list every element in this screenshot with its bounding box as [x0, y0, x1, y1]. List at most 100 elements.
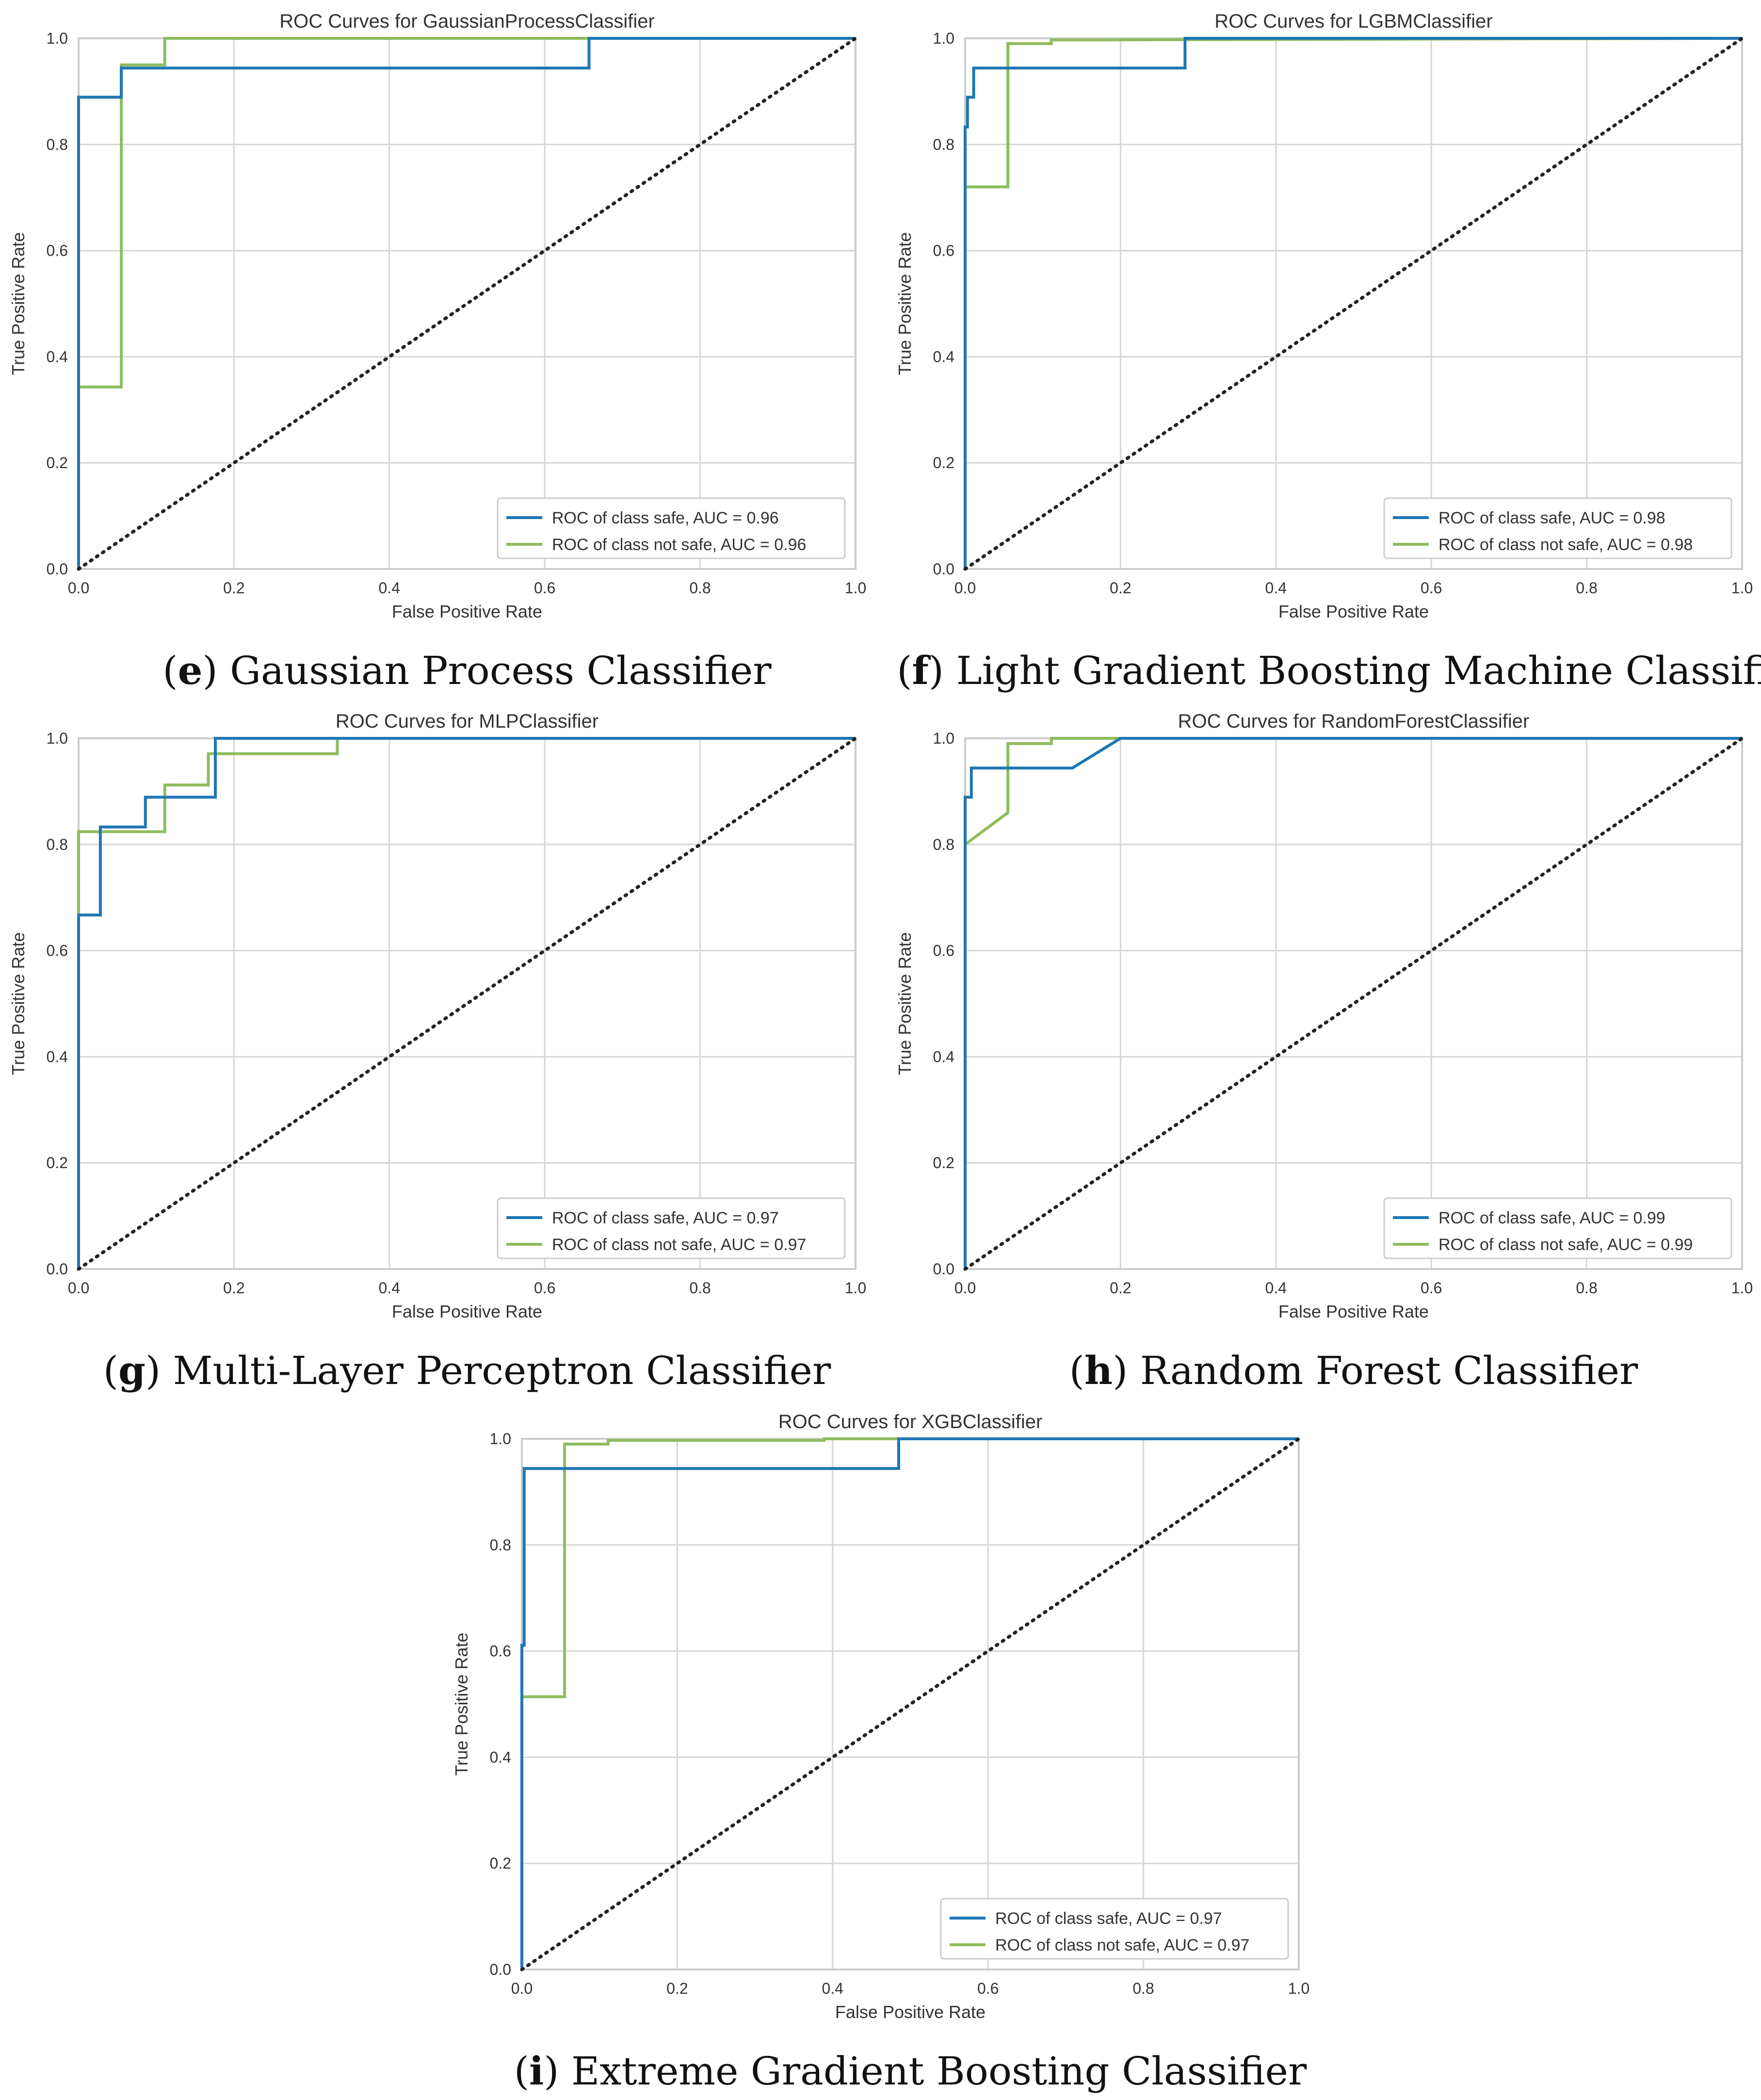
legend-label: ROC of class safe, AUC = 0.96 — [552, 509, 779, 527]
x-tick-label: 0.6 — [534, 579, 555, 597]
x-tick-label: 0.4 — [379, 1279, 400, 1297]
chance-diagonal-line — [77, 736, 857, 1271]
x-tick-label: 1.0 — [845, 1279, 866, 1297]
chart-title: ROC Curves for XGBClassifier — [778, 1411, 1043, 1433]
legend-box — [1383, 1197, 1732, 1259]
chart-title: ROC Curves for GaussianProcessClassifier — [279, 11, 655, 32]
legend: ROC of class safe, AUC = 0.99 ROC of clas… — [1383, 1197, 1732, 1259]
caption-paren-close: ) — [929, 648, 956, 693]
y-axis-label: True Positive Rate — [895, 232, 915, 375]
y-tick-label: 0.8 — [47, 136, 68, 153]
legend-label: ROC of class safe, AUC = 0.97 — [552, 1209, 779, 1227]
legend-label: ROC of class safe, AUC = 0.97 — [995, 1909, 1222, 1928]
caption-text: Extreme Gradient Boosting Classifier — [571, 2049, 1307, 2094]
roc-panel: 0.0 0.2 0.4 0.6 0.8 1.0 0.0 0.2 0.4 0.6 0.8 1.0 ROC … — [895, 11, 1761, 693]
x-tick-label: 0.2 — [1110, 1279, 1131, 1297]
chart-title: ROC Curves for LGBMClassifier — [1214, 11, 1492, 32]
y-tick-label: 1.0 — [933, 730, 954, 747]
y-tick-label: 0.0 — [933, 560, 954, 578]
panel-caption: (i) Extreme Gradient Boosting Classifier — [514, 2048, 1307, 2094]
x-tick-label: 0.8 — [1576, 1279, 1597, 1297]
roc-curve-line — [77, 37, 856, 569]
roc-panel: 0.0 0.2 0.4 0.6 0.8 1.0 0.0 0.2 0.4 0.6 0.8 1.0 ROC … — [8, 11, 866, 693]
x-axis-label: False Positive Rate — [1278, 602, 1429, 621]
legend-label: ROC of class safe, AUC = 0.98 — [1438, 509, 1665, 527]
x-tick-label: 1.0 — [1731, 579, 1753, 597]
x-tick-label: 1.0 — [845, 579, 866, 597]
roc-panel: 0.0 0.2 0.4 0.6 0.8 1.0 0.0 0.2 0.4 0.6 0.8 1.0 ROC … — [895, 711, 1753, 1393]
roc-curve-line — [77, 737, 856, 1269]
caption-paren-open: ( — [162, 648, 178, 693]
caption-letter: e — [178, 648, 203, 693]
x-axis-label: False Positive Rate — [1278, 1302, 1429, 1321]
legend-label: ROC of class not safe, AUC = 0.99 — [1438, 1236, 1693, 1254]
y-tick-label: 1.0 — [47, 730, 68, 747]
caption-text: Multi-Layer Perceptron Classifier — [173, 1348, 831, 1393]
legend-label: ROC of class not safe, AUC = 0.97 — [995, 1936, 1249, 1954]
caption-paren-open: ( — [514, 2049, 529, 2094]
roc-curve-line — [964, 37, 1743, 569]
x-tick-label: 0.4 — [1265, 579, 1287, 597]
y-tick-label: 0.6 — [47, 242, 68, 260]
roc-panel: 0.0 0.2 0.4 0.6 0.8 1.0 0.0 0.2 0.4 0.6 0.8 1.0 ROC … — [452, 1411, 1309, 2094]
caption-paren-close: ) — [1113, 1348, 1140, 1393]
panel-caption: (h) Random Forest Classifier — [1069, 1348, 1638, 1393]
panel-caption: (f) Light Gradient Boosting Machine Clas… — [897, 648, 1761, 693]
legend: ROC of class safe, AUC = 0.97 ROC of clas… — [940, 1898, 1289, 1960]
x-tick-label: 0.0 — [954, 579, 976, 597]
x-tick-label: 0.8 — [1132, 1980, 1154, 1997]
x-tick-label: 0.0 — [954, 1279, 976, 1297]
x-tick-label: 0.6 — [977, 1980, 999, 1997]
roc-panel: 0.0 0.2 0.4 0.6 0.8 1.0 0.0 0.2 0.4 0.6 0.8 1.0 ROC … — [8, 711, 866, 1393]
x-tick-label: 0.8 — [1576, 579, 1597, 597]
panel-caption: (g) Multi-Layer Perceptron Classifier — [103, 1348, 831, 1393]
y-tick-label: 0.0 — [47, 560, 68, 578]
y-tick-label: 1.0 — [490, 1430, 511, 1448]
y-tick-label: 0.0 — [933, 1260, 954, 1278]
x-tick-label: 0.8 — [689, 1279, 711, 1297]
caption-text: Gaussian Process Classifier — [230, 648, 772, 693]
y-tick-label: 0.6 — [47, 942, 68, 960]
y-tick-label: 0.2 — [47, 1154, 68, 1172]
x-tick-label: 0.2 — [666, 1980, 688, 1997]
chance-diagonal-line — [963, 736, 1744, 1271]
x-tick-label: 0.8 — [689, 579, 711, 597]
y-axis-label: True Positive Rate — [452, 1633, 471, 1776]
caption-paren-close: ) — [544, 2049, 571, 2094]
y-tick-label: 0.8 — [47, 836, 68, 853]
caption-paren-open: ( — [1069, 1348, 1084, 1393]
chance-diagonal-line — [77, 36, 857, 571]
y-tick-label: 1.0 — [933, 30, 954, 47]
legend-label: ROC of class safe, AUC = 0.99 — [1438, 1209, 1665, 1227]
caption-text: Light Gradient Boosting Machine Classifi… — [956, 648, 1761, 693]
legend-box — [940, 1898, 1289, 1960]
y-axis-label: True Positive Rate — [895, 932, 915, 1075]
legend: ROC of class safe, AUC = 0.97 ROC of clas… — [497, 1197, 846, 1259]
roc-curve-line — [964, 737, 1742, 1269]
y-tick-label: 0.6 — [933, 942, 954, 960]
y-tick-label: 1.0 — [47, 30, 68, 47]
caption-letter: f — [912, 648, 931, 693]
x-tick-label: 0.6 — [534, 1279, 555, 1297]
roc-curve-line — [77, 737, 856, 1269]
chance-diagonal-line — [520, 1437, 1301, 1971]
legend-label: ROC of class not safe, AUC = 0.96 — [552, 536, 806, 554]
y-tick-label: 0.6 — [490, 1643, 511, 1660]
x-axis-label: False Positive Rate — [835, 2002, 986, 2022]
caption-letter: h — [1084, 1348, 1113, 1393]
legend-label: ROC of class not safe, AUC = 0.97 — [552, 1236, 806, 1254]
x-tick-label: 0.4 — [1265, 1279, 1287, 1297]
legend-label: ROC of class not safe, AUC = 0.98 — [1438, 536, 1693, 554]
y-tick-label: 0.2 — [47, 454, 68, 472]
y-axis-label: True Positive Rate — [8, 932, 28, 1075]
caption-paren-open: ( — [103, 1348, 118, 1393]
y-tick-label: 0.4 — [933, 348, 954, 365]
x-axis-label: False Positive Rate — [392, 602, 542, 621]
roc-curve-line — [964, 37, 1742, 569]
x-tick-label: 0.6 — [1421, 1279, 1442, 1297]
x-tick-label: 0.4 — [379, 579, 400, 597]
y-tick-label: 0.4 — [47, 348, 68, 365]
chance-diagonal-line — [963, 36, 1744, 571]
legend-box — [497, 497, 846, 559]
